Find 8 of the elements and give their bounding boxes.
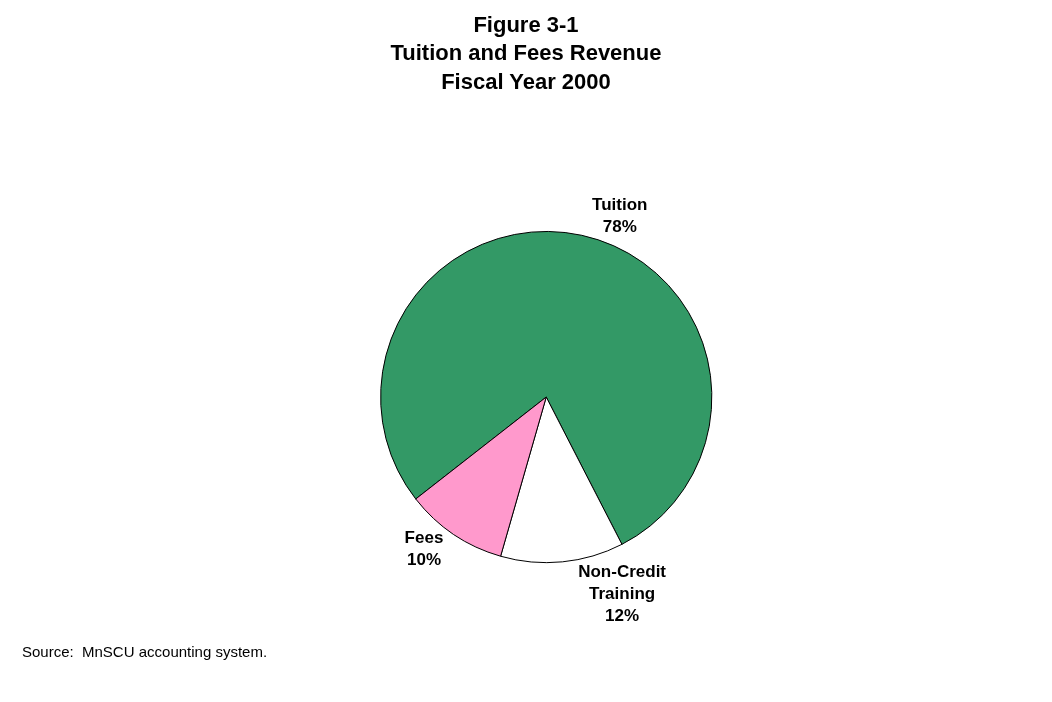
data-label: 12% <box>605 605 640 625</box>
slice-label: Tuition <box>592 195 648 215</box>
source-note: Source: MnSCU accounting system. <box>22 643 268 660</box>
data-label: 10% <box>406 550 441 569</box>
slice-label: Fees <box>404 527 444 547</box>
slice-label: Non-Credit Training <box>578 561 667 603</box>
data-label: 78% <box>602 217 637 237</box>
chart-title: Figure 3-1 Tuition and Fees Revenue Fiscal Year 2000 <box>390 11 662 94</box>
